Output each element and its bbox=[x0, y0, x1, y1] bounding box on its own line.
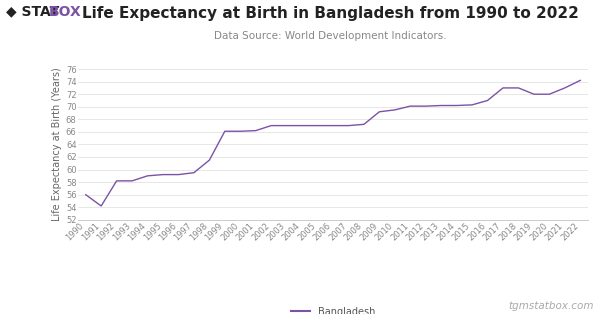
Y-axis label: Life Expectancy at Birth (Years): Life Expectancy at Birth (Years) bbox=[52, 68, 62, 221]
Text: tgmstatbox.com: tgmstatbox.com bbox=[509, 301, 594, 311]
Text: BOX: BOX bbox=[49, 5, 82, 19]
Text: Data Source: World Development Indicators.: Data Source: World Development Indicator… bbox=[214, 31, 446, 41]
Text: Life Expectancy at Birth in Bangladesh from 1990 to 2022: Life Expectancy at Birth in Bangladesh f… bbox=[82, 6, 578, 21]
Text: ◆ STAT: ◆ STAT bbox=[6, 5, 59, 19]
Legend: Bangladesh: Bangladesh bbox=[287, 303, 379, 314]
